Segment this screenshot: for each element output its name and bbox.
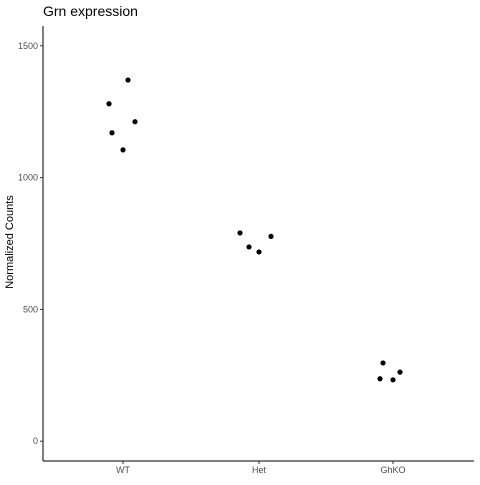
data-point — [109, 130, 115, 136]
data-point — [268, 233, 274, 239]
y-tick-label: 0 — [33, 436, 38, 446]
data-point — [256, 249, 262, 255]
data-point — [106, 101, 112, 107]
data-point — [125, 77, 131, 83]
y-tick-label: 1000 — [18, 173, 38, 183]
data-point — [246, 244, 252, 250]
data-point — [120, 147, 126, 153]
data-point — [380, 360, 386, 366]
data-point — [132, 119, 138, 125]
chart-title: Grn expression — [43, 3, 138, 19]
y-axis-title: Normalized Counts — [4, 195, 16, 289]
data-points-layer — [106, 77, 403, 383]
x-tick-label: WT — [116, 465, 130, 475]
x-tick-label: Het — [252, 465, 267, 475]
data-point — [237, 230, 243, 236]
data-point — [390, 377, 396, 383]
x-tick-label: GhKO — [380, 465, 405, 475]
y-tick-label: 500 — [23, 304, 38, 314]
ticks-layer: 0 500 1000 1500 WT Het GhKO — [18, 41, 406, 475]
data-point — [397, 369, 403, 375]
y-tick-label: 1500 — [18, 41, 38, 51]
axes-layer — [42, 26, 474, 462]
data-point — [377, 376, 383, 382]
